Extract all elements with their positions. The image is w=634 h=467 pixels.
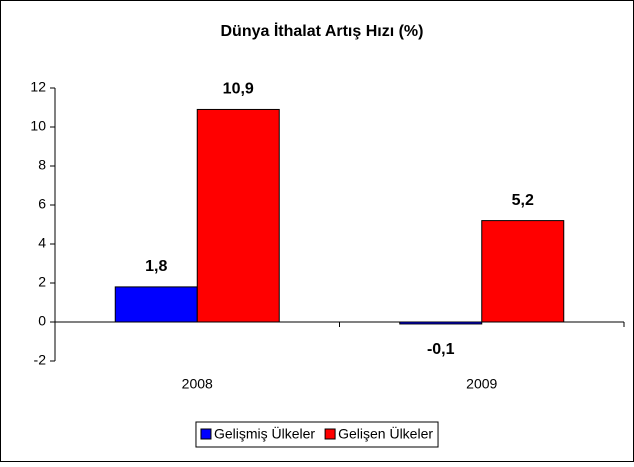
legend-box xyxy=(195,421,439,448)
y-tick-label: 4 xyxy=(38,235,46,251)
legend: Gelişmiş Ülkeler Gelişen Ülkeler xyxy=(195,421,439,448)
y-tick-label: -2 xyxy=(34,352,47,368)
y-tick-label: 2 xyxy=(38,274,46,290)
y-tick-label: 8 xyxy=(38,157,46,173)
data-label: -0,1 xyxy=(427,341,455,358)
bar xyxy=(114,286,198,323)
y-tick-label: 10 xyxy=(30,118,46,134)
legend-label: Gelişen Ülkeler xyxy=(338,425,433,442)
x-tick-label: 2009 xyxy=(466,376,497,392)
bar xyxy=(399,321,483,325)
y-tick-label: 0 xyxy=(38,313,46,329)
legend-label: Gelişmiş Ülkeler xyxy=(214,425,315,442)
chart-title: Dünya İthalat Artış Hızı (%) xyxy=(221,22,424,40)
legend-swatch xyxy=(200,428,212,440)
bar xyxy=(481,220,565,323)
data-label: 10,9 xyxy=(223,81,254,98)
legend-swatch xyxy=(324,428,336,440)
x-tick-label: 2008 xyxy=(182,376,213,392)
data-label: 5,2 xyxy=(512,192,534,209)
data-label: 1,8 xyxy=(145,258,167,275)
y-tick-label: 6 xyxy=(38,196,46,212)
bar xyxy=(196,108,280,323)
y-tick-label: 12 xyxy=(30,79,46,95)
